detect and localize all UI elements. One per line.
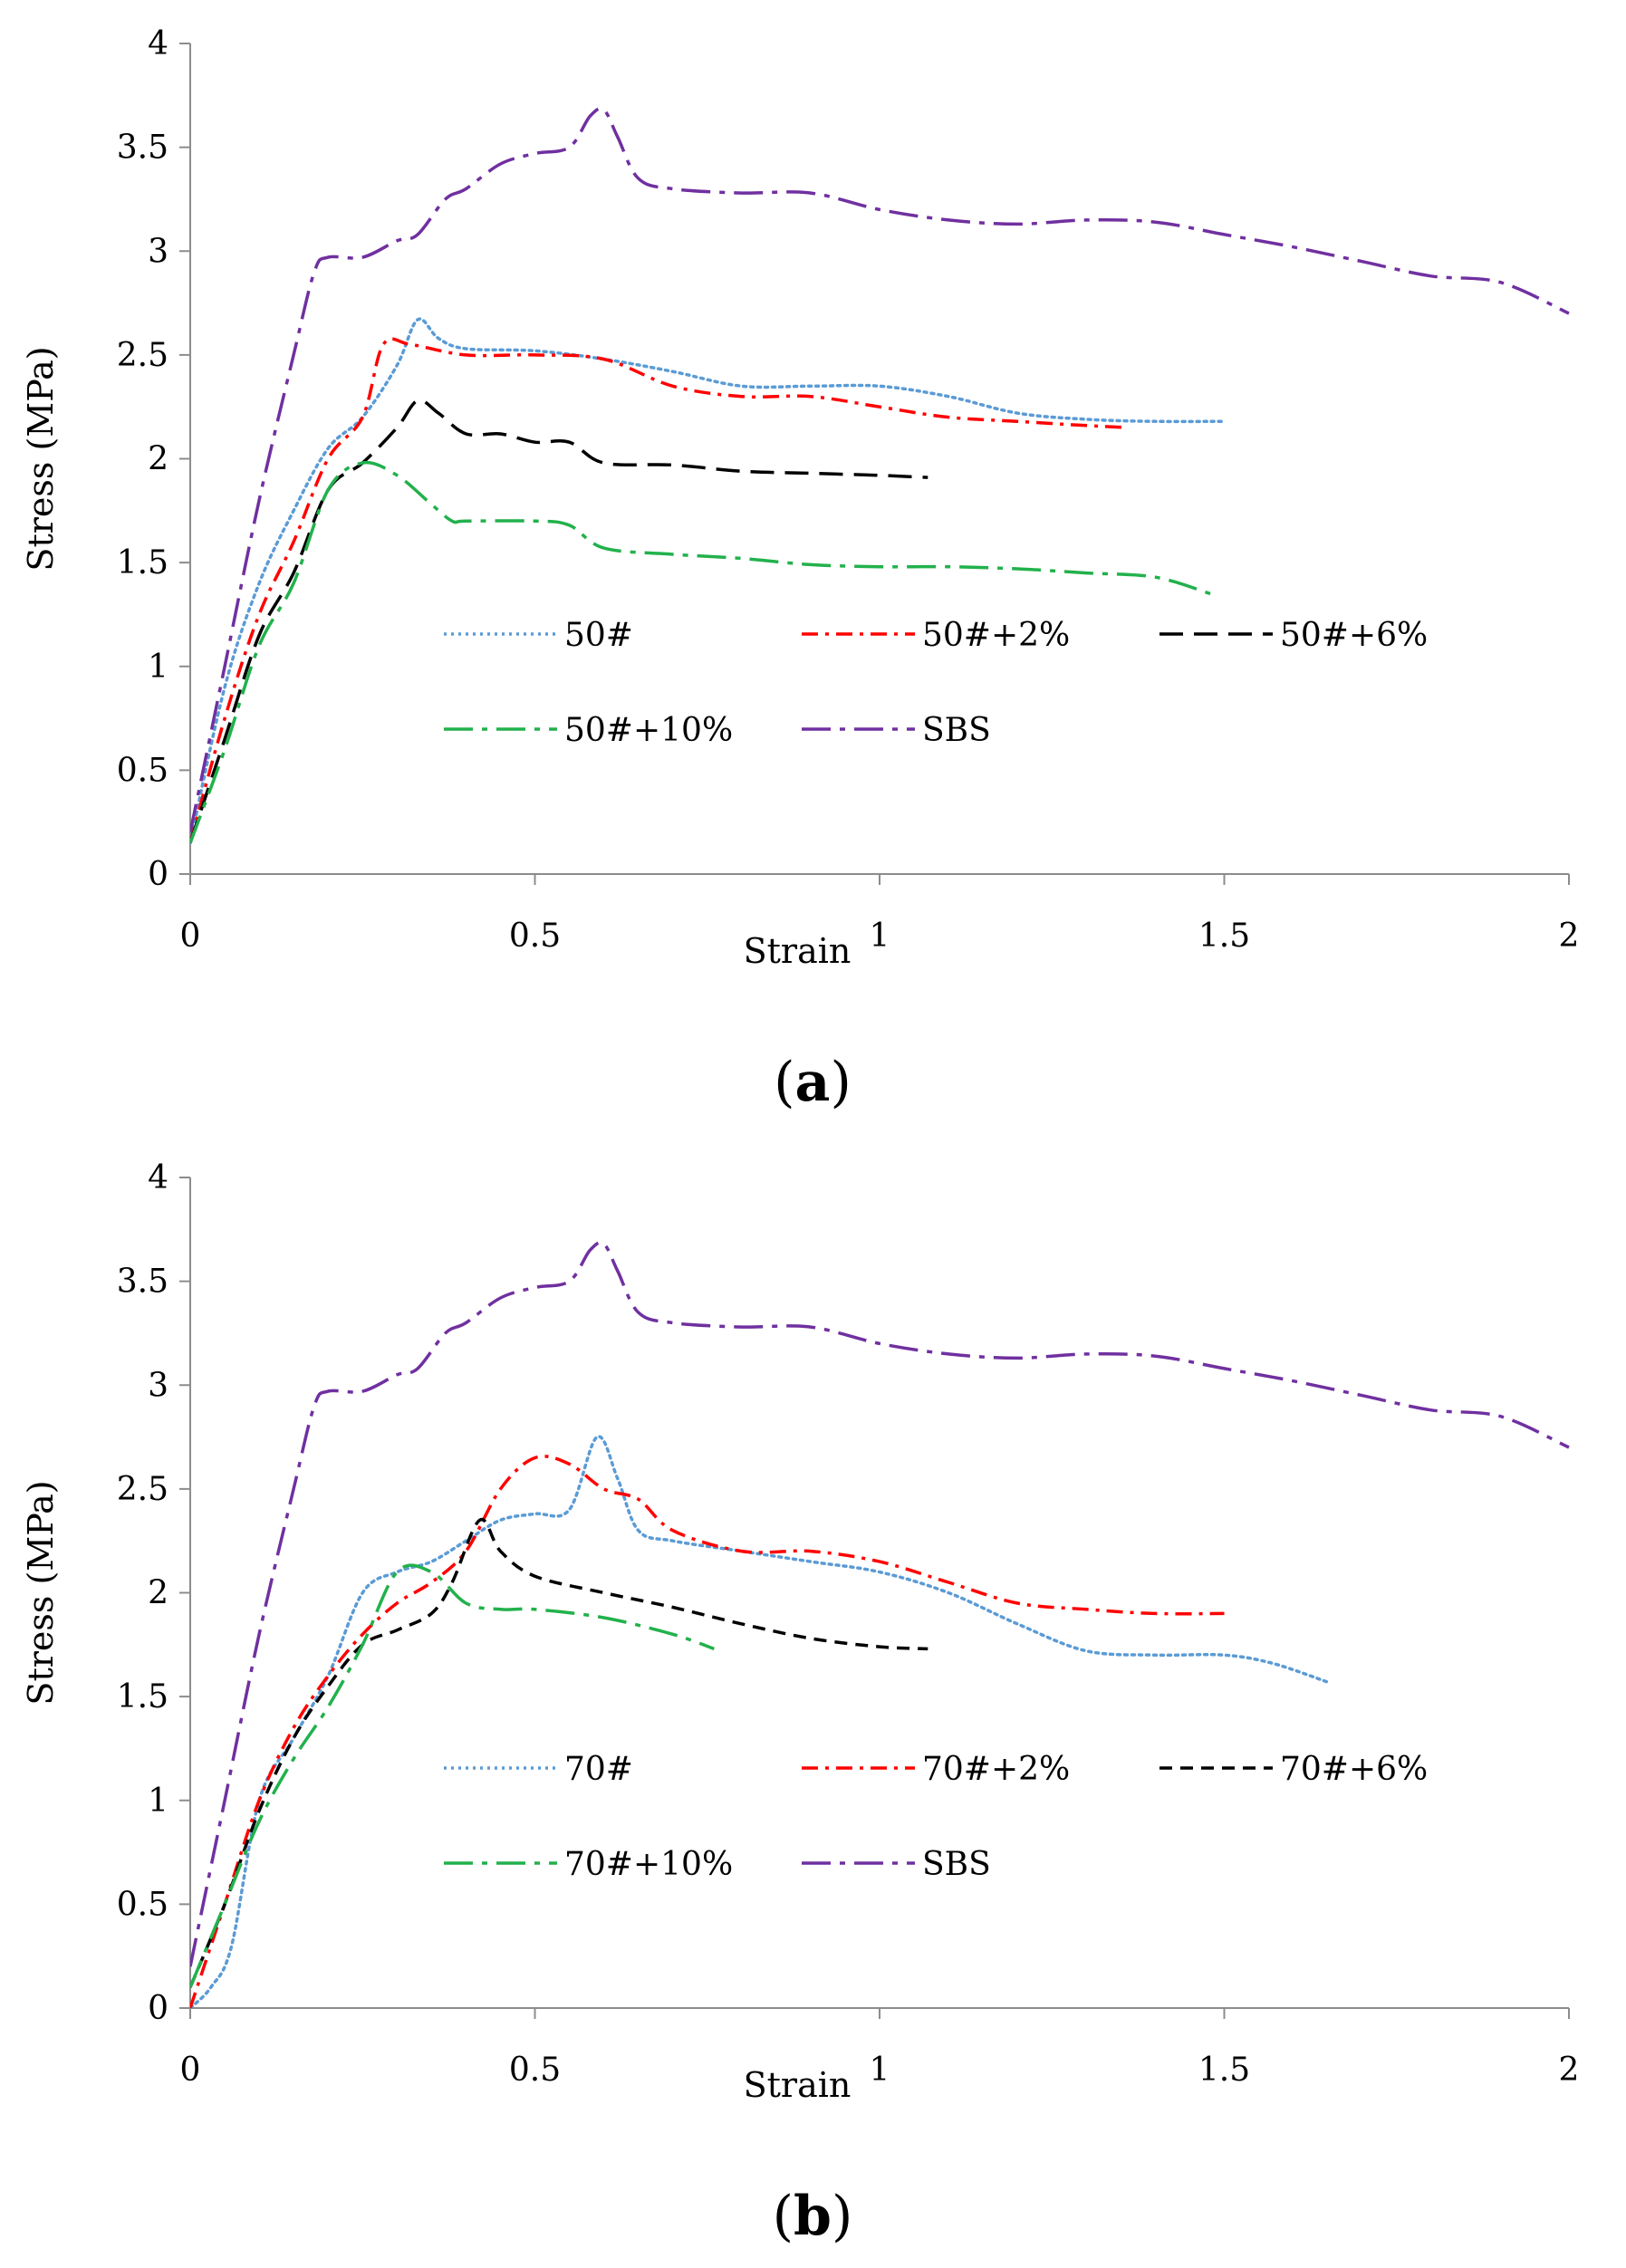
chart-b-y-tick-label: 4 (148, 1159, 168, 1196)
chart-b-x-tick-label: 1 (870, 2052, 890, 2089)
chart-b-y-tick-label: 1 (148, 1783, 168, 1820)
chart-b-svg: 0 0.5 1 1.5 2 2.5 3 3.5 4 0 0.5 1 1.5 2 Strain Stress (… (21, 1159, 1580, 2248)
chart-a-y-tick-label: 2.5 (117, 337, 168, 374)
chart-a-series-50-num-plus6-pct (190, 399, 928, 844)
chart-a-series-sbs (190, 107, 1570, 833)
figure-panel-b: 0 0.5 1 1.5 2 2.5 3 3.5 4 0 0.5 1 1.5 2 Strain Stress (… (0, 1134, 1626, 2268)
chart-b-x-tick-label: 0.5 (509, 2052, 561, 2089)
chart-a-x-axis-title: Strain (744, 931, 851, 971)
chart-b-series-70-num-plus6-pct (190, 1517, 928, 1988)
chart-b-y-tick-label: 2 (148, 1575, 168, 1612)
chart-a-legend-label: 50#+2% (922, 617, 1070, 654)
chart-b-legend-label: 70#+10% (564, 1846, 733, 1883)
chart-a-y-tick-label: 3 (148, 233, 168, 270)
chart-b-x-tick-label: 1.5 (1198, 2052, 1250, 2089)
chart-b-x-axis-title: Strain (744, 2065, 851, 2105)
chart-b-y-tick-label: 2.5 (117, 1471, 168, 1508)
chart-b-y-tick-label: 3 (148, 1367, 168, 1404)
chart-b-legend-label: 70# (564, 1751, 633, 1788)
panel-label-a: (a) (774, 1051, 851, 1114)
chart-a-series-50-num (190, 317, 1227, 845)
chart-b-y-tick-label: 0.5 (117, 1886, 168, 1923)
chart-a-x-tick-label: 0.5 (509, 918, 561, 955)
chart-a-legend-label: 50# (564, 617, 633, 654)
chart-a-x-tick-label: 0 (180, 918, 201, 955)
chart-b-series-70-num (190, 1435, 1330, 2008)
chart-a-y-tick-label: 3.5 (117, 130, 168, 167)
chart-a-svg: 0 0.5 1 1.5 2 2.5 3 3.5 4 0 0.5 1 1.5 2 Strain Stress (… (21, 25, 1580, 1114)
chart-b-series-sbs (190, 1241, 1570, 1967)
chart-a-legend-label: 50#+6% (1280, 617, 1428, 654)
chart-a-y-tick-label: 4 (148, 25, 168, 62)
chart-a-y-tick-label: 1 (148, 649, 168, 686)
chart-b-legend-label: 70#+6% (1280, 1751, 1428, 1788)
chart-a-legend-label: 50#+10% (564, 712, 733, 749)
chart-a-legend-label: SBS (922, 712, 991, 749)
chart-a-y-axis-title: Stress (MPa) (21, 346, 61, 571)
chart-b-legend-label: SBS (922, 1846, 991, 1883)
chart-b-series-70-num-plus10-pct (190, 1563, 715, 1988)
chart-b-legend-label: 70#+2% (922, 1751, 1070, 1788)
chart-a-series-50-num-plus10-pct (190, 460, 1211, 844)
chart-a-x-tick-label: 2 (1559, 918, 1580, 955)
chart-b-y-tick-label: 0 (148, 1990, 168, 2027)
chart-b-series-70-num-plus2-pct (190, 1455, 1225, 2008)
chart-a-y-tick-label: 0 (148, 856, 168, 893)
chart-a-y-tick-label: 0.5 (117, 752, 168, 789)
chart-a-series-50-num-plus2-pct (190, 337, 1129, 844)
chart-a-x-tick-label: 1.5 (1198, 918, 1250, 955)
figure-panel-a: 0 0.5 1 1.5 2 2.5 3 3.5 4 0 0.5 1 1.5 2 Strain Stress (… (21, 25, 1580, 1114)
chart-a-x-tick-label: 1 (870, 918, 890, 955)
chart-b-x-tick-label: 0 (180, 2052, 201, 2089)
chart-b-y-tick-label: 3.5 (117, 1264, 168, 1301)
chart-a-y-tick-label: 1.5 (117, 544, 168, 581)
chart-b-y-tick-label: 1.5 (117, 1678, 168, 1715)
chart-b-x-tick-label: 2 (1559, 2052, 1580, 2089)
chart-a-y-tick-label: 2 (148, 441, 168, 478)
panel-label-b: (b) (773, 2185, 853, 2248)
chart-b-y-axis-title: Stress (MPa) (21, 1480, 61, 1705)
